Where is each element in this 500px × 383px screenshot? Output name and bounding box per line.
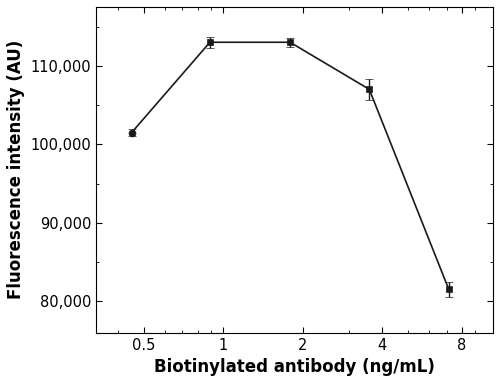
- X-axis label: Biotinylated antibody (ng/mL): Biotinylated antibody (ng/mL): [154, 358, 435, 376]
- Y-axis label: Fluorescence intensity (AU): Fluorescence intensity (AU): [7, 40, 25, 300]
